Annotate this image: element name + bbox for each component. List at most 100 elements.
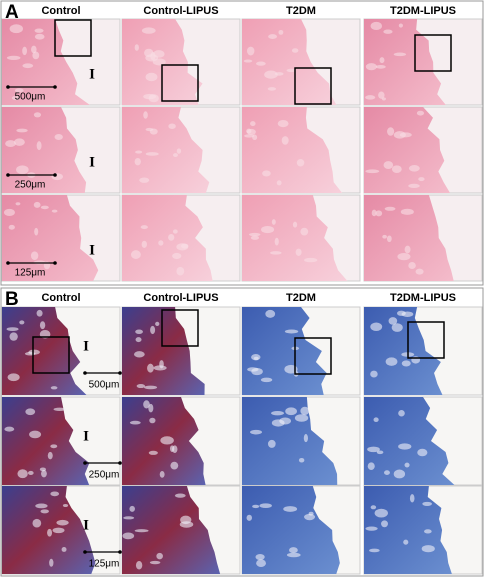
texture xyxy=(365,526,378,531)
texture xyxy=(28,349,40,355)
texture xyxy=(375,64,386,69)
texture xyxy=(34,33,45,40)
texture xyxy=(294,414,309,422)
texture xyxy=(51,173,63,181)
scale-end xyxy=(83,461,87,465)
texture xyxy=(53,407,66,412)
texture xyxy=(278,29,284,35)
texture xyxy=(279,417,292,425)
texture xyxy=(369,548,380,553)
texture xyxy=(415,268,424,275)
texture xyxy=(397,252,411,261)
texture xyxy=(3,208,15,217)
region-label: I xyxy=(89,66,95,82)
texture xyxy=(253,356,259,361)
tissue xyxy=(364,195,454,281)
texture xyxy=(373,417,379,423)
texture xyxy=(17,469,28,479)
texture xyxy=(276,180,282,186)
texture xyxy=(398,410,405,417)
texture xyxy=(149,417,156,424)
zoom-box xyxy=(32,336,70,374)
texture xyxy=(4,426,15,432)
texture xyxy=(403,539,409,545)
texture xyxy=(386,235,392,243)
texture xyxy=(134,529,149,533)
texture xyxy=(401,360,411,367)
texture xyxy=(22,46,27,56)
texture xyxy=(375,210,383,217)
texture xyxy=(260,377,273,383)
panel-frame xyxy=(0,0,484,286)
texture xyxy=(252,134,258,141)
texture xyxy=(140,225,148,230)
texture xyxy=(168,123,176,129)
texture xyxy=(5,140,16,147)
texture xyxy=(148,450,158,455)
texture xyxy=(385,357,398,366)
texture xyxy=(281,136,289,145)
texture xyxy=(30,251,39,260)
texture xyxy=(56,519,69,526)
texture xyxy=(139,177,150,183)
texture xyxy=(370,370,378,378)
texture xyxy=(379,57,385,64)
texture xyxy=(370,322,383,332)
texture xyxy=(54,134,63,141)
texture xyxy=(304,513,316,521)
texture xyxy=(143,111,148,119)
texture xyxy=(40,509,49,514)
texture xyxy=(123,516,135,520)
zoom-box xyxy=(54,19,92,57)
texture xyxy=(367,462,375,470)
texture xyxy=(401,311,414,317)
scale-label: 500μm xyxy=(15,92,46,103)
texture xyxy=(11,95,21,101)
texture xyxy=(9,24,24,34)
texture xyxy=(398,23,403,28)
texture xyxy=(134,157,141,166)
texture xyxy=(145,72,158,82)
texture xyxy=(264,70,278,79)
tissue xyxy=(364,307,443,395)
texture xyxy=(145,152,159,156)
texture xyxy=(378,91,385,99)
texture xyxy=(250,235,260,240)
scale-label: 250μm xyxy=(15,180,46,191)
zoom-box xyxy=(161,64,199,102)
texture xyxy=(408,183,420,188)
column-header: T2DM xyxy=(286,5,316,17)
texture xyxy=(16,128,28,133)
texture xyxy=(148,403,154,413)
texture xyxy=(295,248,302,256)
texture xyxy=(376,450,384,455)
texture xyxy=(277,119,289,128)
texture xyxy=(370,21,383,31)
texture xyxy=(176,148,182,154)
scale-end xyxy=(6,261,10,265)
texture xyxy=(8,224,15,230)
texture xyxy=(391,323,403,332)
texture xyxy=(61,547,67,552)
tissue xyxy=(242,19,337,105)
texture xyxy=(365,63,377,71)
texture xyxy=(168,234,175,241)
texture xyxy=(39,321,46,330)
texture xyxy=(256,61,266,66)
texture xyxy=(62,503,69,508)
texture xyxy=(32,518,42,528)
texture xyxy=(381,520,389,528)
texture xyxy=(29,430,42,439)
texture xyxy=(143,385,158,390)
panel-label: B xyxy=(5,289,19,310)
texture xyxy=(7,373,20,382)
texture xyxy=(289,547,298,554)
texture xyxy=(384,470,390,475)
texture xyxy=(31,45,37,54)
texture xyxy=(50,386,58,390)
texture xyxy=(265,309,276,318)
texture xyxy=(13,138,25,146)
texture xyxy=(365,95,376,100)
texture xyxy=(268,34,277,40)
texture xyxy=(424,529,432,534)
